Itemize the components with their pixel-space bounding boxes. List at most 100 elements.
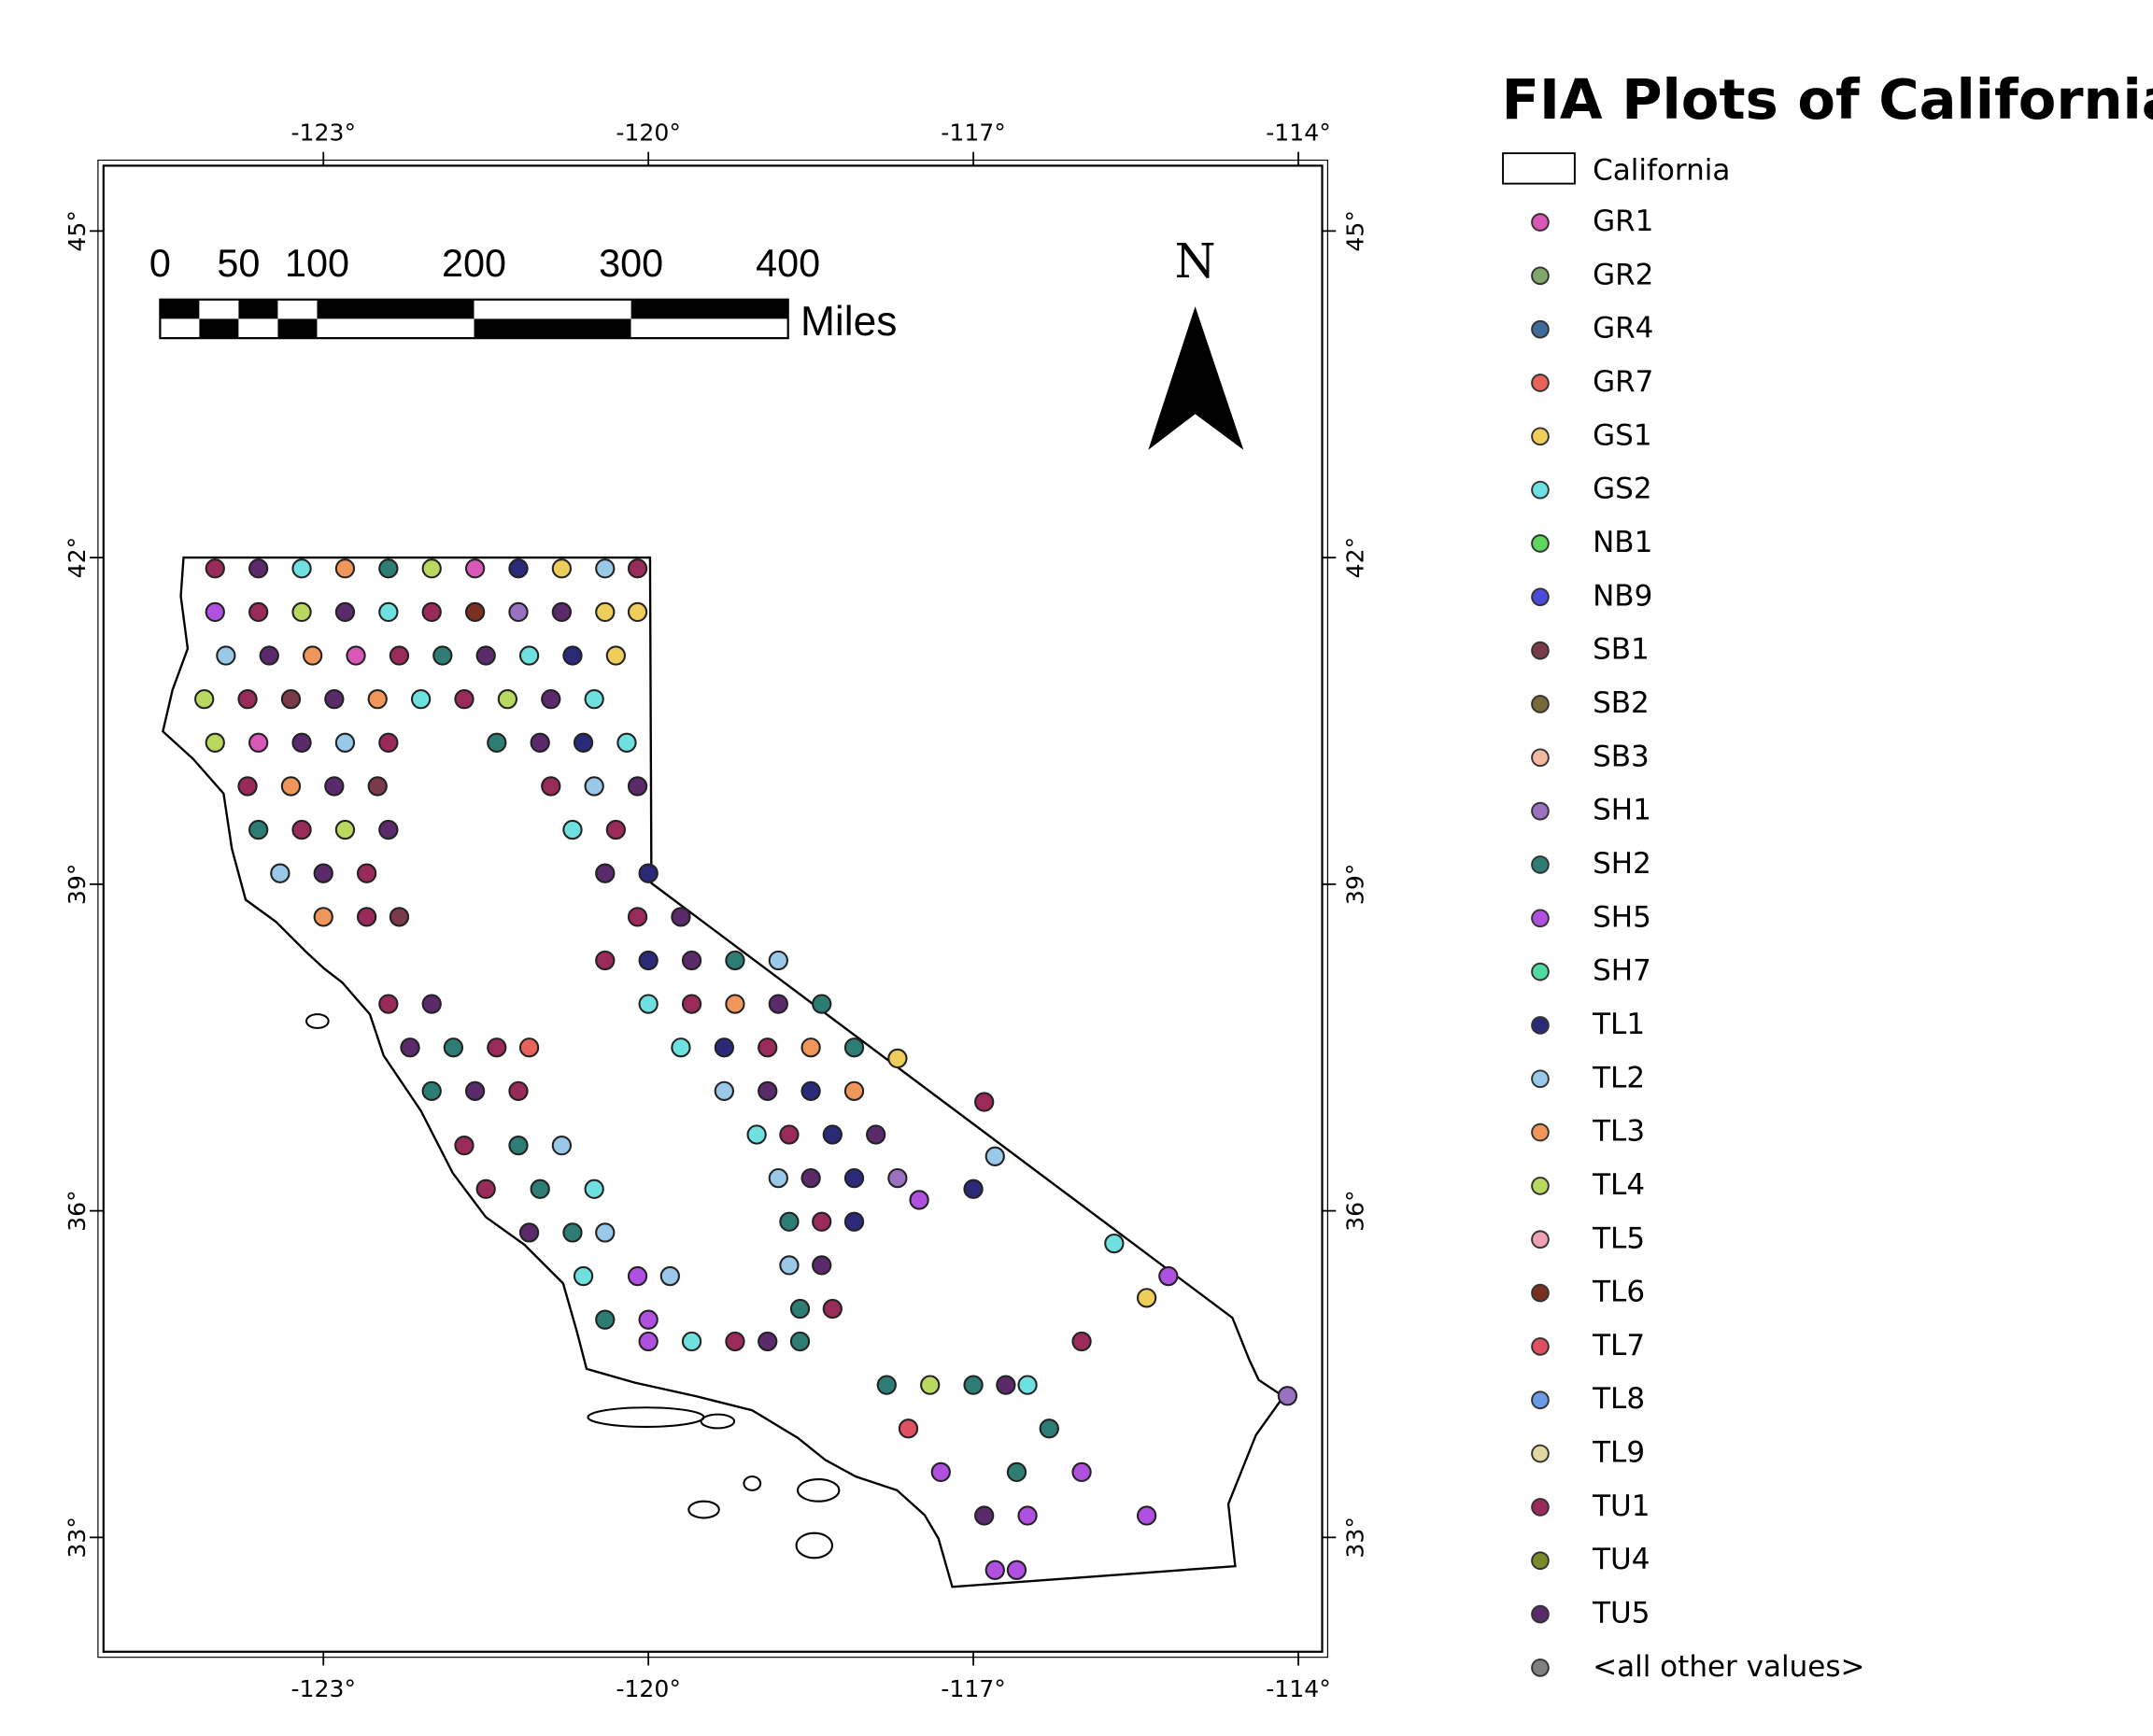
fia-plot xyxy=(562,819,583,840)
x-tick-label: -120° xyxy=(616,1675,681,1702)
fia-plot xyxy=(605,819,627,840)
fia-plot xyxy=(248,558,269,579)
fia-plot xyxy=(378,732,399,753)
legend-marker xyxy=(1531,1283,1550,1303)
fia-plot xyxy=(779,1124,800,1145)
scale-label: 50 xyxy=(217,242,260,285)
fia-plot xyxy=(205,601,225,623)
fia-plot xyxy=(768,1167,788,1189)
fia-plot xyxy=(464,601,486,623)
fia-plot xyxy=(627,907,648,927)
fia-plot xyxy=(356,863,377,883)
fia-plot xyxy=(334,558,356,579)
legend-label: SH7 xyxy=(1593,954,1651,988)
legend-label: TL4 xyxy=(1592,1168,1645,1202)
fia-plot xyxy=(518,1037,540,1058)
fia-plot xyxy=(367,776,388,797)
fia-plot xyxy=(1136,1505,1157,1526)
fia-plot xyxy=(681,1331,702,1352)
legend-marker xyxy=(1531,1337,1550,1356)
fia-plot xyxy=(725,950,745,971)
fia-plot xyxy=(616,732,637,753)
legend-label: TL5 xyxy=(1592,1221,1645,1255)
legend-label: TL1 xyxy=(1592,1008,1645,1041)
legend-label: NB9 xyxy=(1593,579,1652,613)
scale-segment xyxy=(277,299,318,319)
legend-label: SB2 xyxy=(1593,686,1650,720)
legend-marker xyxy=(1531,587,1550,607)
fia-plot xyxy=(237,776,258,797)
x-tick-label: -123° xyxy=(290,1675,356,1702)
fia-plot xyxy=(518,645,540,666)
fia-plot xyxy=(518,1222,540,1243)
california-outline xyxy=(162,556,1285,1588)
fia-plot xyxy=(638,1309,659,1330)
fia-plot xyxy=(595,950,616,971)
fia-plot xyxy=(595,558,616,579)
scale-label: 100 xyxy=(285,242,349,285)
legend-marker xyxy=(1531,1551,1550,1571)
scale-label: 200 xyxy=(442,242,506,285)
north-arrow xyxy=(1148,306,1244,450)
fia-plot xyxy=(714,1080,734,1102)
fia-plot xyxy=(421,1080,442,1102)
fia-plot xyxy=(984,1146,1005,1166)
scale-segment xyxy=(199,299,239,319)
legend-marker xyxy=(1531,213,1550,232)
legend-marker xyxy=(1531,534,1550,553)
fia-plot xyxy=(887,1048,908,1069)
fia-plot xyxy=(671,907,691,927)
x-tick-label: -114° xyxy=(1266,119,1331,146)
legend-label: NB1 xyxy=(1593,526,1652,559)
fia-plot xyxy=(843,1211,865,1232)
fia-plot xyxy=(800,1037,821,1058)
fia-plot xyxy=(800,1080,821,1102)
fia-plot xyxy=(378,558,399,579)
y-tick-label: 36° xyxy=(64,1190,91,1232)
scale-label: 400 xyxy=(756,242,820,285)
fia-plot xyxy=(378,819,399,840)
fia-plot xyxy=(367,689,388,710)
fia-plot xyxy=(984,1560,1005,1580)
fia-plot xyxy=(291,601,312,623)
fia-plot xyxy=(595,1222,616,1243)
fia-plot xyxy=(475,645,496,666)
fia-plot xyxy=(681,994,702,1014)
fia-plot xyxy=(822,1124,843,1145)
fia-plot xyxy=(974,1505,995,1526)
fia-plot xyxy=(291,558,312,579)
legend-marker xyxy=(1531,909,1550,928)
fia-plot xyxy=(996,1375,1016,1395)
fia-plot xyxy=(280,776,302,797)
fia-plot xyxy=(334,819,356,840)
state-boundary xyxy=(162,556,1285,1588)
y-tick-label: 33° xyxy=(1341,1517,1368,1559)
fia-plot xyxy=(584,1179,604,1199)
fia-plot xyxy=(432,645,453,666)
legend-label: GR2 xyxy=(1593,258,1653,291)
fia-plot xyxy=(303,645,323,666)
island xyxy=(305,1013,330,1029)
fia-plot xyxy=(963,1375,984,1395)
fia-plot xyxy=(779,1211,800,1232)
legend-marker xyxy=(1531,855,1550,874)
scale-outline xyxy=(159,298,789,340)
y-tick-label: 42° xyxy=(64,537,91,579)
fia-plot xyxy=(551,558,573,579)
legend-marker xyxy=(1531,962,1550,981)
legend-marker xyxy=(1531,1604,1550,1624)
fia-plot xyxy=(822,1298,843,1320)
fia-plot xyxy=(1136,1288,1157,1308)
fia-plot xyxy=(638,994,659,1014)
y-tick-label: 42° xyxy=(1341,537,1368,579)
legend-marker xyxy=(1531,1444,1550,1463)
fia-plot xyxy=(963,1179,984,1199)
x-tick-label: -123° xyxy=(290,119,356,146)
legend-marker xyxy=(1531,1390,1550,1410)
legend-label: TU4 xyxy=(1592,1543,1650,1576)
legend-label: TL9 xyxy=(1592,1436,1645,1470)
legend-marker xyxy=(1531,748,1550,768)
title: FIA Plots of California xyxy=(1502,67,2153,132)
fia-plot xyxy=(248,732,269,753)
y-tick-label: 33° xyxy=(64,1517,91,1559)
